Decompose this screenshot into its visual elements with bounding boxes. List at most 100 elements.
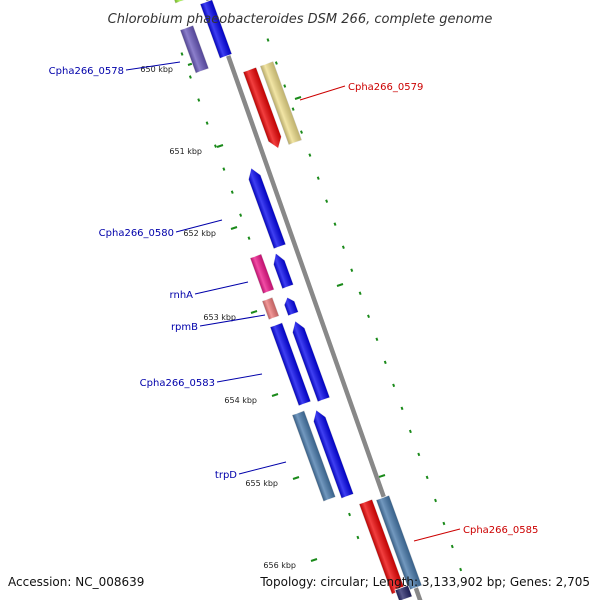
right-scale-tick bbox=[425, 475, 429, 480]
gene-rpmb bbox=[261, 296, 280, 321]
forward-gene-label: rnhA bbox=[170, 290, 194, 301]
kbp-label: 656 kbp bbox=[263, 561, 296, 570]
right-major-tick bbox=[336, 283, 344, 287]
left-scale-tick bbox=[356, 535, 360, 540]
gene-arrow-shade bbox=[313, 409, 354, 499]
gene-arrow-shade bbox=[260, 61, 302, 145]
right-scale-tick bbox=[325, 199, 329, 203]
kbp-major-tick bbox=[216, 144, 224, 148]
right-scale-tick bbox=[450, 544, 454, 549]
left-scale-tick bbox=[180, 52, 184, 56]
gene-arrow-shade bbox=[284, 297, 299, 316]
gene-arrow-shade bbox=[270, 322, 311, 406]
kbp-major-tick bbox=[271, 393, 279, 397]
tick-layer: 650 kbp 651 kbp 652 kbp 653 kbp 654 kbp 655 k… bbox=[140, 38, 463, 572]
left-scale-tick bbox=[205, 121, 209, 125]
right-scale-tick bbox=[367, 314, 370, 319]
gene-arrow-shade bbox=[292, 320, 330, 402]
gene-rpmb-neighbor bbox=[283, 296, 300, 317]
right-scale-tick bbox=[274, 61, 278, 65]
kbp-major-tick bbox=[310, 558, 318, 562]
reverse-gene-label: Cpha266_0579 bbox=[348, 82, 423, 93]
right-scale-tick bbox=[459, 567, 463, 572]
gene-cpha266-0579-b bbox=[259, 60, 303, 146]
left-scale-tick bbox=[247, 236, 251, 240]
gene-cpha266-0580 bbox=[248, 167, 287, 250]
right-scale-tick bbox=[375, 337, 379, 342]
gene-arrow-shade bbox=[180, 25, 209, 74]
left-scale-tick bbox=[348, 512, 351, 517]
right-scale-tick bbox=[417, 452, 421, 457]
gene-trpd-b bbox=[313, 409, 355, 499]
right-scale-tick bbox=[291, 107, 295, 111]
kbp-major-tick bbox=[230, 226, 238, 230]
label-leader-line bbox=[413, 528, 461, 542]
gene-arrow-shade bbox=[376, 495, 422, 591]
gene-arrow-shade bbox=[200, 0, 233, 59]
gene-arrow-shade bbox=[250, 253, 275, 294]
kbp-label: 650 kbp bbox=[140, 65, 173, 74]
right-scale-tick bbox=[434, 498, 437, 503]
left-scale-tick bbox=[230, 190, 234, 194]
accession-text: Accession: NC_008639 bbox=[8, 575, 144, 589]
gene-cpha266-0583 bbox=[269, 322, 312, 407]
gene-layer bbox=[171, 0, 423, 600]
kbp-label: 652 kbp bbox=[183, 229, 216, 238]
label-leader-line bbox=[238, 461, 287, 475]
forward-gene-label: trpD bbox=[215, 470, 237, 481]
kbp-label: 653 kbp bbox=[203, 313, 236, 322]
right-scale-tick bbox=[341, 245, 345, 249]
gene-cpha266-0583-b bbox=[292, 320, 331, 403]
gene-cpha266-0579 bbox=[242, 66, 282, 150]
forward-gene-label: Cpha266_0578 bbox=[49, 66, 124, 77]
label-leader-line bbox=[299, 85, 346, 101]
right-scale-tick bbox=[442, 521, 446, 526]
gene-arrow-shade bbox=[262, 297, 280, 320]
left-scale-tick bbox=[239, 213, 243, 217]
gene-arrow-shade bbox=[248, 167, 286, 249]
label-leader-line bbox=[175, 219, 223, 233]
gene-arrow-body bbox=[171, 0, 190, 4]
gene-cpha266-0585-b bbox=[375, 494, 423, 591]
label-leader-line bbox=[125, 61, 181, 71]
left-scale-tick bbox=[214, 144, 217, 148]
left-scale-tick bbox=[222, 167, 226, 171]
right-scale-tick bbox=[333, 222, 337, 226]
gene-arrow-shade bbox=[395, 585, 413, 600]
label-leader-line bbox=[199, 314, 266, 327]
gene-cpha266-0578 bbox=[179, 24, 210, 74]
right-scale-tick bbox=[300, 130, 303, 134]
right-scale-tick bbox=[308, 153, 312, 157]
gene-lime bbox=[171, 0, 190, 4]
map-title: Chlorobium phaeobacteroides DSM 266, com… bbox=[108, 12, 493, 27]
right-scale-tick bbox=[408, 429, 412, 434]
right-scale-tick bbox=[383, 360, 387, 365]
forward-gene-label: Cpha266_0580 bbox=[99, 228, 174, 239]
forward-gene-label: rpmB bbox=[171, 322, 198, 333]
gene-trpd bbox=[291, 410, 337, 502]
label-layer: Cpha266_0578 Cpha266_0580 rnhA rpmB Cpha266_… bbox=[49, 61, 538, 542]
kbp-major-tick bbox=[292, 476, 300, 480]
gene-arrow-shade bbox=[292, 410, 336, 502]
label-leader-line bbox=[194, 281, 249, 295]
label-leader-line bbox=[216, 373, 263, 383]
gene-blue-top bbox=[199, 0, 233, 60]
right-scale-tick bbox=[400, 406, 404, 411]
right-scale-tick bbox=[350, 268, 354, 272]
left-scale-tick bbox=[197, 98, 201, 102]
genome-summary-text: Topology: circular; Length: 3,133,902 bp… bbox=[259, 575, 590, 589]
gene-arrow-shade bbox=[243, 67, 282, 149]
left-scale-tick bbox=[188, 75, 192, 79]
kbp-label: 651 kbp bbox=[169, 147, 202, 156]
gene-rnha-neighbor bbox=[273, 252, 295, 290]
gene-arrow-shade bbox=[359, 499, 405, 595]
right-scale-tick bbox=[266, 38, 270, 42]
gene-navy-bottom bbox=[394, 584, 413, 600]
kbp-major-tick bbox=[250, 310, 258, 314]
kbp-label: 654 kbp bbox=[224, 396, 257, 405]
right-scale-tick bbox=[392, 383, 396, 388]
gene-rnha bbox=[249, 253, 275, 295]
right-major-tick bbox=[294, 96, 302, 100]
right-scale-tick bbox=[358, 291, 362, 296]
